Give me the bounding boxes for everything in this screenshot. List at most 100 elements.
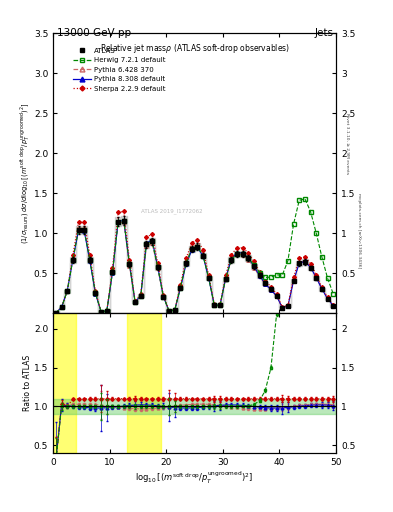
ATLAS (297, 261, 301, 267)
ATLAS (93, 290, 98, 296)
ATLAS (178, 285, 183, 291)
Sherpa 2.2.9 default (65, 288, 70, 294)
Sherpa 2.2.9 default (116, 209, 121, 216)
Herwig 7.2.1 default (93, 290, 98, 296)
Pythia 8.308 default (167, 308, 171, 314)
ATLAS (99, 309, 103, 315)
ATLAS (325, 296, 330, 302)
Sherpa 2.2.9 default (325, 294, 330, 301)
Sherpa 2.2.9 default (246, 250, 251, 256)
Bar (127, 313, 161, 453)
ATLAS (223, 276, 228, 282)
Herwig 7.2.1 default (297, 197, 301, 203)
ATLAS (229, 257, 234, 263)
Herwig 7.2.1 default (331, 291, 336, 297)
Herwig 7.2.1 default (70, 257, 75, 263)
Herwig 7.2.1 default (105, 308, 109, 314)
Line: Pythia 6.428 370: Pythia 6.428 370 (54, 221, 335, 315)
ATLAS (110, 269, 115, 275)
Sherpa 2.2.9 default (93, 288, 98, 294)
Pythia 6.428 370 (161, 294, 166, 300)
Herwig 7.2.1 default (133, 299, 138, 305)
Pythia 8.308 default (218, 302, 222, 308)
Herwig 7.2.1 default (195, 243, 200, 249)
Pythia 8.308 default (212, 302, 217, 308)
Pythia 8.308 default (173, 307, 177, 313)
Pythia 6.428 370 (121, 219, 126, 225)
Herwig 7.2.1 default (155, 264, 160, 270)
ATLAS (155, 264, 160, 270)
Pythia 8.308 default (59, 304, 64, 310)
ATLAS (252, 263, 256, 269)
ATLAS (240, 251, 245, 257)
Sherpa 2.2.9 default (70, 252, 75, 258)
Herwig 7.2.1 default (303, 196, 307, 202)
Herwig 7.2.1 default (291, 221, 296, 227)
Sherpa 2.2.9 default (331, 302, 336, 308)
Sherpa 2.2.9 default (105, 308, 109, 314)
Pythia 6.428 370 (246, 257, 251, 263)
Pythia 6.428 370 (303, 258, 307, 264)
Herwig 7.2.1 default (116, 219, 121, 225)
Herwig 7.2.1 default (320, 254, 324, 260)
ATLAS (184, 260, 188, 266)
Pythia 8.308 default (274, 293, 279, 299)
Herwig 7.2.1 default (286, 258, 290, 264)
X-axis label: $\log_{10}[(m^{\mathrm{soft\ drop}}/p_T^{\mathrm{ungroomed}})^2]$: $\log_{10}[(m^{\mathrm{soft\ drop}}/p_T^… (136, 470, 253, 486)
Pythia 8.308 default (150, 237, 154, 243)
Pythia 6.428 370 (144, 243, 149, 249)
Sherpa 2.2.9 default (274, 291, 279, 297)
Herwig 7.2.1 default (76, 227, 81, 233)
Pythia 8.308 default (297, 260, 301, 266)
Sherpa 2.2.9 default (263, 278, 268, 284)
ATLAS (308, 265, 313, 271)
Herwig 7.2.1 default (314, 230, 319, 236)
Herwig 7.2.1 default (110, 269, 115, 275)
ATLAS (274, 292, 279, 298)
Herwig 7.2.1 default (127, 261, 132, 267)
Sherpa 2.2.9 default (82, 219, 86, 225)
Herwig 7.2.1 default (240, 250, 245, 257)
Pythia 6.428 370 (105, 308, 109, 314)
ATLAS (195, 243, 200, 249)
ATLAS (82, 227, 86, 233)
ATLAS (218, 302, 222, 308)
Y-axis label: Ratio to ATLAS: Ratio to ATLAS (23, 355, 32, 411)
Pythia 6.428 370 (195, 242, 200, 248)
Pythia 8.308 default (286, 303, 290, 309)
Pythia 6.428 370 (206, 274, 211, 280)
Sherpa 2.2.9 default (280, 304, 285, 310)
Pythia 6.428 370 (212, 302, 217, 308)
Herwig 7.2.1 default (144, 241, 149, 247)
Pythia 6.428 370 (235, 251, 239, 258)
Pythia 6.428 370 (133, 300, 138, 306)
Sherpa 2.2.9 default (218, 302, 222, 308)
Pythia 8.308 default (99, 309, 103, 315)
Text: Rivet 3.1.10, ≥ 2.9M events: Rivet 3.1.10, ≥ 2.9M events (345, 113, 349, 174)
Pythia 6.428 370 (297, 260, 301, 266)
Sherpa 2.2.9 default (173, 307, 177, 313)
Pythia 6.428 370 (280, 305, 285, 311)
ATLAS (59, 304, 64, 310)
ATLAS (121, 218, 126, 224)
Sherpa 2.2.9 default (144, 234, 149, 240)
Sherpa 2.2.9 default (212, 302, 217, 308)
Sherpa 2.2.9 default (88, 251, 92, 258)
Pythia 8.308 default (53, 310, 58, 316)
Herwig 7.2.1 default (235, 250, 239, 257)
Sherpa 2.2.9 default (99, 309, 103, 315)
Herwig 7.2.1 default (206, 275, 211, 281)
ATLAS (53, 310, 58, 316)
Pythia 6.428 370 (116, 220, 121, 226)
ATLAS (291, 278, 296, 284)
Herwig 7.2.1 default (167, 308, 171, 314)
Line: ATLAS: ATLAS (54, 219, 335, 315)
ATLAS (286, 303, 290, 309)
Pythia 8.308 default (93, 291, 98, 297)
Legend: ATLAS, Herwig 7.2.1 default, Pythia 6.428 370, Pythia 8.308 default, Sherpa 2.2.: ATLAS, Herwig 7.2.1 default, Pythia 6.42… (71, 45, 169, 95)
Herwig 7.2.1 default (99, 309, 103, 315)
Sherpa 2.2.9 default (127, 257, 132, 263)
Herwig 7.2.1 default (257, 269, 262, 275)
Pythia 8.308 default (76, 227, 81, 233)
ATLAS (150, 238, 154, 244)
